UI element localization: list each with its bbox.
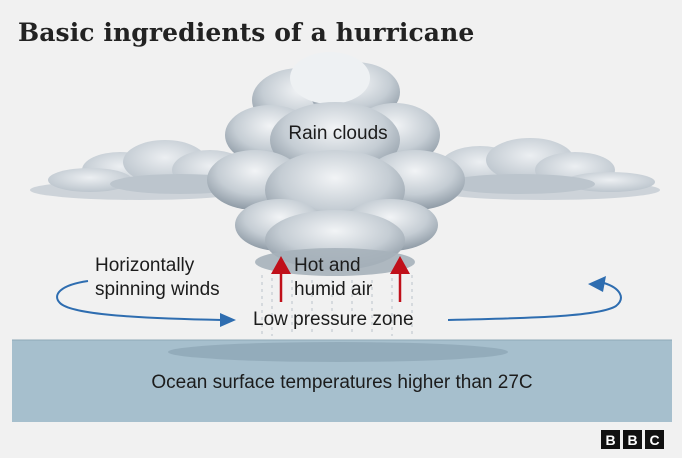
low-pressure-label: Low pressure zone <box>253 309 414 330</box>
right-wind-arrow <box>447 276 622 321</box>
bbc-logo-letter: B <box>623 430 642 449</box>
bbc-logo: B B C <box>601 430 664 449</box>
low-pressure-shadow <box>168 342 508 362</box>
hot-humid-air-label: Hot and humid air <box>294 254 372 302</box>
left-wind-arrow <box>56 280 236 327</box>
rain-streaks <box>261 275 413 336</box>
ocean-temperature-label: Ocean surface temperatures higher than 2… <box>151 372 533 393</box>
page-title: Basic ingredients of a hurricane <box>18 18 475 47</box>
winds-label-line2: spinning winds <box>95 279 220 300</box>
hot-label-line1: Hot and <box>294 255 361 276</box>
hot-air-arrow-right <box>390 256 410 302</box>
rain-clouds-label: Rain clouds <box>288 123 388 144</box>
left-cloud-band <box>30 140 250 200</box>
winds-label-line1: Horizontally <box>95 255 195 276</box>
hot-label-line2: humid air <box>294 279 373 300</box>
bbc-logo-letter: C <box>645 430 664 449</box>
right-cloud-band <box>430 138 660 200</box>
spinning-winds-label: Horizontally spinning winds <box>95 254 220 302</box>
rain-cloud <box>207 52 465 276</box>
hot-air-arrow-left <box>271 256 291 302</box>
bbc-logo-letter: B <box>601 430 620 449</box>
